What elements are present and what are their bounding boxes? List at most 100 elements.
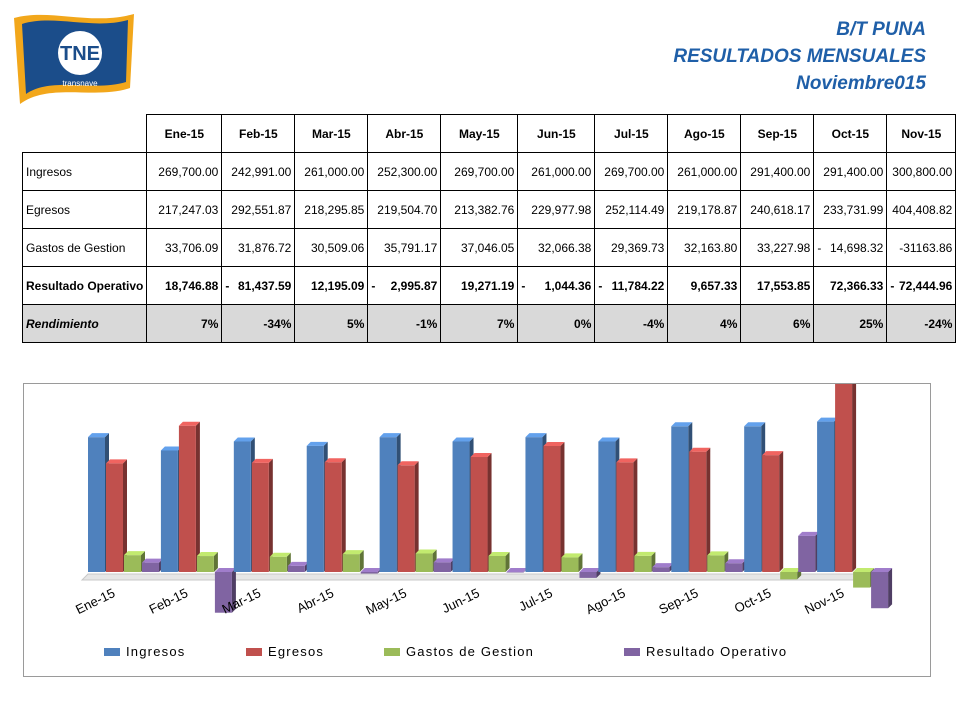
x-tick-label: May-15 (363, 585, 409, 617)
bar-ingresos (379, 433, 401, 572)
cell-value: 5% (347, 316, 365, 331)
cell-value: 9,657.33 (690, 278, 738, 293)
col-header: Sep-15 (740, 114, 815, 153)
cell-value: 19,271.19 (460, 278, 515, 293)
table-cell: 242,991.00 (221, 152, 296, 191)
bar-gastos-de-gestion (124, 551, 145, 572)
table-cell: 233,731.99 (813, 190, 888, 229)
cell-value: 252,300.00 (377, 164, 438, 179)
bar-egresos (616, 458, 638, 572)
bar-ingresos (233, 437, 255, 572)
table-cell: 217,247.03 (146, 190, 223, 229)
bar-ingresos (817, 417, 839, 572)
cell-value: 233,731.99 (823, 202, 884, 217)
row-label: Ingresos (21, 152, 148, 191)
cell-value: 261,000.00 (677, 164, 738, 179)
table-cell: 19,271.19 (440, 266, 519, 305)
cell-value: 219,504.70 (377, 202, 438, 217)
bar-gastos-de-gestion (634, 551, 656, 572)
bar-egresos (689, 447, 711, 572)
x-tick-label: Sep-15 (656, 585, 700, 617)
row-label: Rendimiento (21, 304, 148, 343)
legend-swatch (104, 648, 120, 656)
table-cell: 269,700.00 (146, 152, 223, 191)
table-cell: - 1,044.36 (517, 266, 596, 305)
bar-egresos (543, 441, 565, 572)
legend-item: Resultado Operativo (624, 644, 787, 659)
table-cell: 32,163.80 (667, 228, 742, 267)
table-cell: 261,000.00 (517, 152, 596, 191)
bar-resultado-operativo (506, 568, 528, 573)
col-header: Mar-15 (294, 114, 369, 153)
table-cell: 269,700.00 (594, 152, 669, 191)
table-cell: 252,300.00 (367, 152, 442, 191)
cell-value: 30,509.06 (310, 240, 365, 255)
bar-ingresos (306, 441, 328, 572)
cell-value: -24% (924, 316, 953, 331)
cell-value: 242,991.00 (231, 164, 292, 179)
bar-egresos (324, 458, 346, 572)
table-cell: 72,366.33 (813, 266, 888, 305)
bar-ingresos (525, 433, 547, 572)
table-cell: 291,400.00 (740, 152, 815, 191)
col-header: Jun-15 (517, 114, 596, 153)
x-tick-label: Feb-15 (147, 585, 191, 617)
bar-ingresos (452, 437, 474, 572)
bar-gastos-de-gestion (196, 552, 218, 572)
bar-egresos (106, 459, 127, 572)
cell-value: 269,700.00 (158, 164, 219, 179)
table-cell: 292,551.87 (221, 190, 296, 229)
table-row: Egresos 217,247.03 292,551.87 218,295.85 219… (21, 190, 957, 229)
x-tick-label: Jul-15 (516, 585, 554, 614)
legend-label: Resultado Operativo (646, 644, 787, 659)
cell-value: -1% (416, 316, 438, 331)
cell-value: 33,706.09 (164, 240, 219, 255)
table-row: Ingresos 269,700.00 242,991.00 261,000.00 25… (21, 152, 957, 191)
table-cell: -11,784.22 (594, 266, 669, 305)
results-table: Ene-15 Feb-15 Mar-15 Abr-15 May-15 Jun-1… (21, 114, 957, 343)
cell-value: 219,178.87 (677, 202, 738, 217)
row-label: Gastos de Gestion (21, 228, 148, 267)
bar-gastos-de-gestion (780, 568, 802, 580)
table-cell: 269,700.00 (440, 152, 519, 191)
bar-chart: Ene-15 Feb-15 Mar-15 Abr-15 May-15 Jun-15 Jul-… (73, 384, 893, 659)
bar-ingresos (88, 433, 109, 572)
cell-value: 7% (497, 316, 515, 331)
bar-resultado-operativo (652, 563, 674, 572)
negative-sign: - (521, 278, 526, 293)
table-cell: 240,618.17 (740, 190, 815, 229)
cell-value: 1,044.36 (544, 278, 592, 293)
negative-sign: - (817, 240, 822, 255)
bar-resultado-operativo (142, 558, 163, 572)
bar-resultado-operativo (360, 568, 382, 574)
title-line-3: Noviembre015 (796, 73, 926, 94)
cell-value: 72,444.96 (898, 278, 953, 293)
company-logo: TNE transnave (14, 14, 134, 104)
cell-value: 218,295.85 (304, 202, 365, 217)
bar-ingresos (160, 446, 182, 572)
table-cell: 30,509.06 (294, 228, 369, 267)
chart-frame: Ene-15 Feb-15 Mar-15 Abr-15 May-15 Jun-15 Jul-… (23, 383, 931, 677)
cell-value: 31,876.72 (237, 240, 292, 255)
table-cell: -31163.86 (886, 228, 957, 267)
bar-gastos-de-gestion (853, 568, 875, 588)
legend-swatch (384, 648, 400, 656)
table-cell: 35,791.17 (367, 228, 442, 267)
table-cell: -81,437.59 (221, 266, 296, 305)
col-header: Feb-15 (221, 114, 296, 153)
bar-ingresos (744, 422, 766, 572)
title-line-1: B/T PUNA (836, 19, 926, 40)
table-cell: 218,295.85 (294, 190, 369, 229)
table-row: Resultado Operativo 18,746.88-81,437.59 12… (21, 266, 957, 305)
cell-value: 229,977.98 (531, 202, 592, 217)
table-row: Gastos de Gestion 33,706.09 31,876.72 30,50… (21, 228, 957, 267)
cell-value: 14,698.32 (829, 240, 884, 255)
table-cell: 33,227.98 (740, 228, 815, 267)
table-cell: 7% (146, 304, 223, 343)
logo-subtext: transnave (62, 79, 98, 88)
chart-floor (80, 573, 892, 581)
cell-value: 2,995.87 (390, 278, 438, 293)
bar-gastos-de-gestion (415, 549, 437, 572)
x-tick-label: Jun-15 (440, 585, 482, 616)
cell-value: 37,046.05 (460, 240, 515, 255)
